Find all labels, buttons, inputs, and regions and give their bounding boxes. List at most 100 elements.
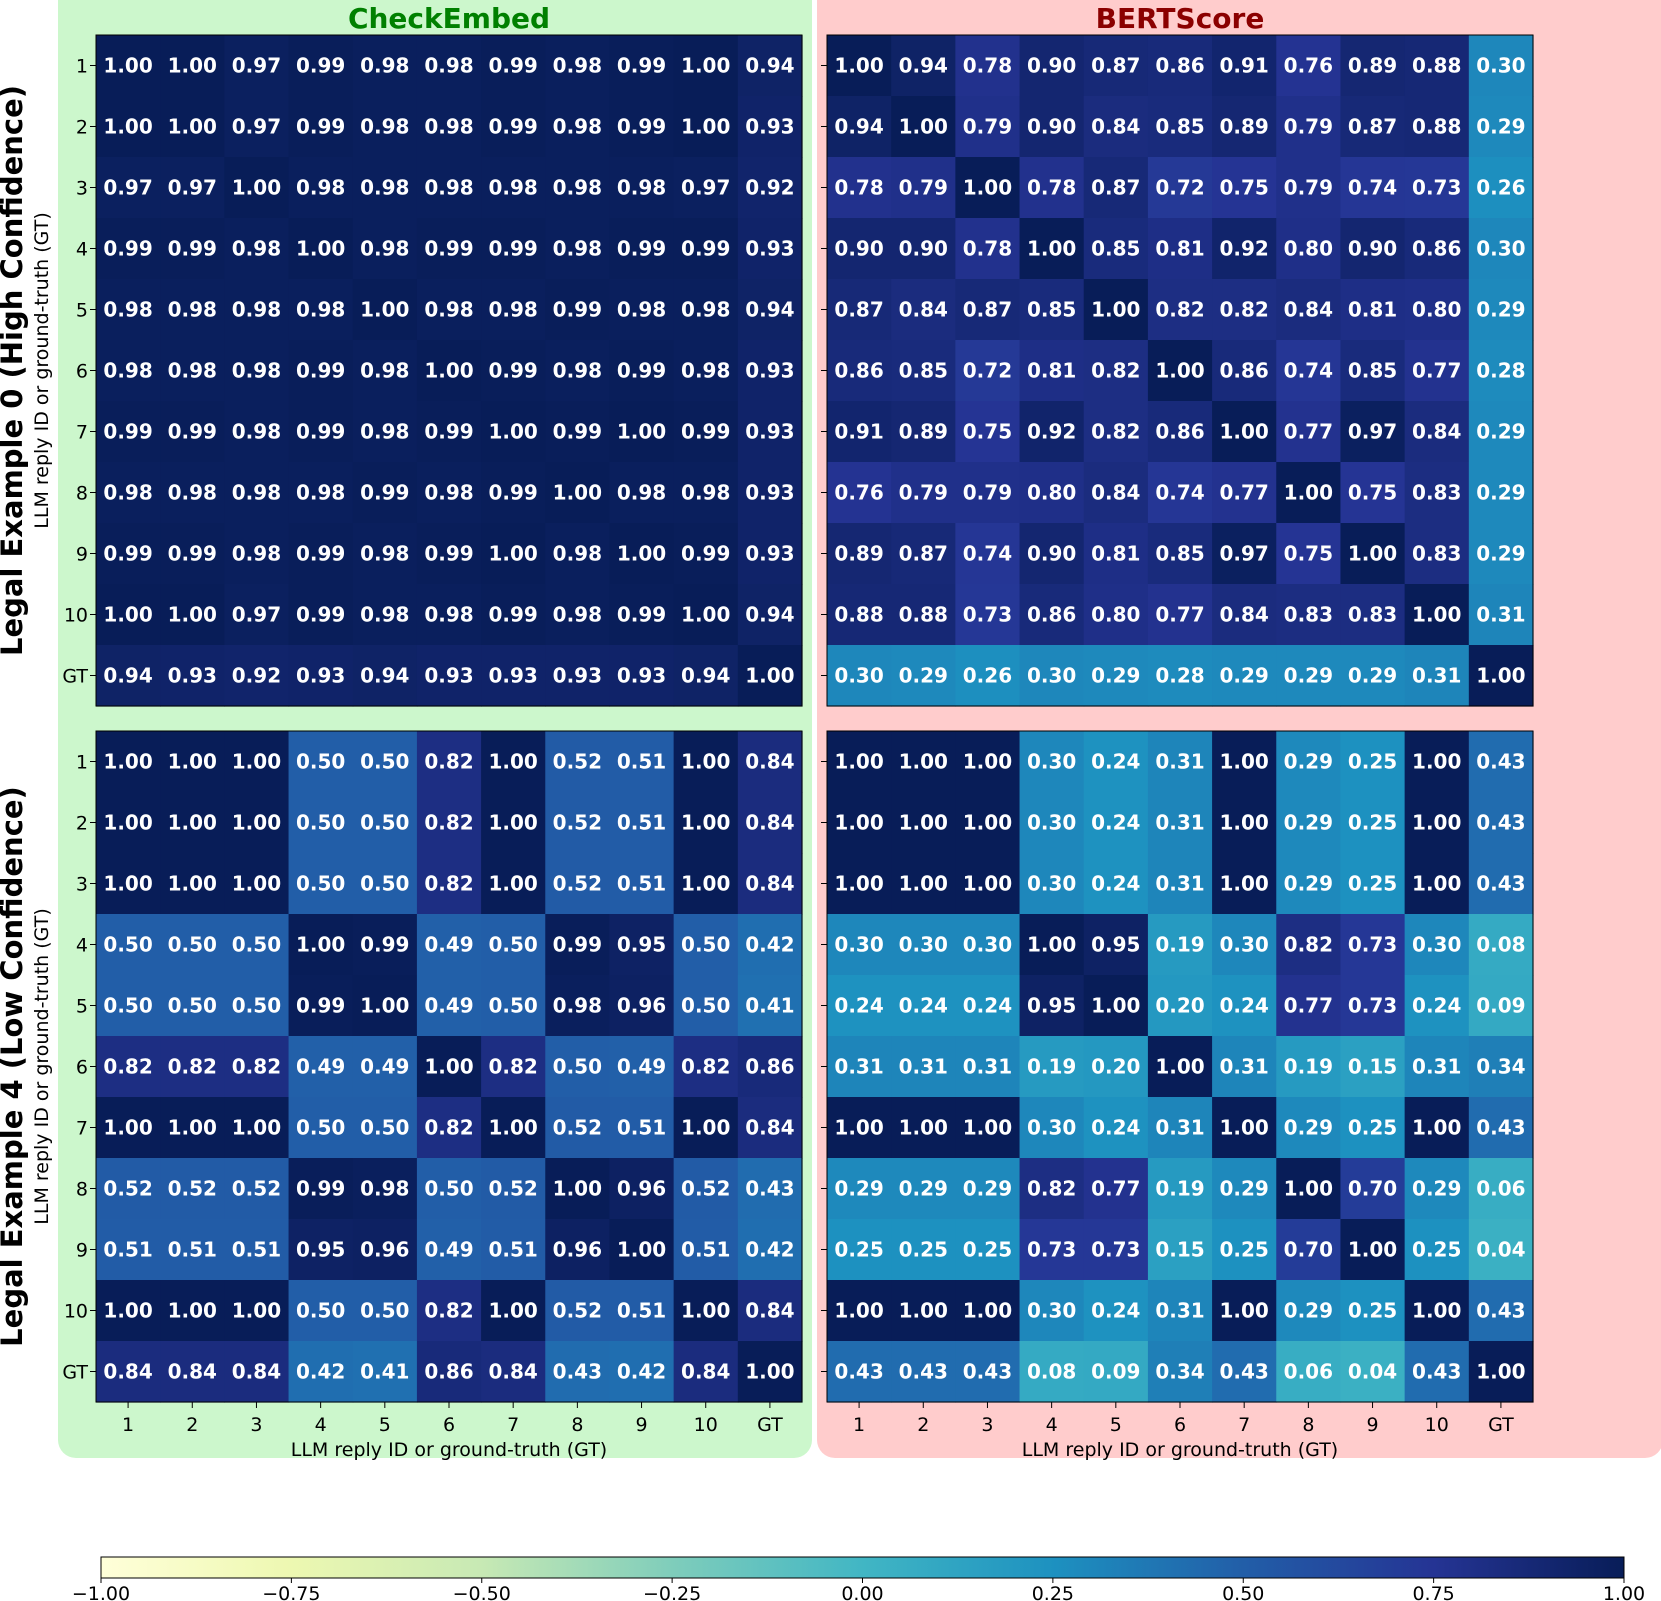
heatmap-cell: [891, 340, 956, 402]
cell-value-label: 1.00: [553, 481, 602, 505]
x-tick-label: 9: [1366, 1414, 1378, 1436]
cell-value-label: 0.29: [1348, 664, 1397, 688]
cell-value-label: 0.73: [1412, 176, 1461, 200]
cell-value-label: 0.98: [360, 359, 409, 383]
heatmap-cell: [1276, 1280, 1342, 1342]
cell-value-label: 1.00: [296, 933, 345, 957]
heatmap-cell: [1340, 584, 1406, 646]
heatmap-cell: [1083, 914, 1149, 976]
cell-value-label: 0.91: [834, 420, 883, 444]
cell-value-label: 1.00: [899, 811, 948, 835]
heatmap-cell: [737, 1341, 803, 1403]
cell-value-label: 0.98: [232, 420, 281, 444]
cell-value-label: 0.24: [963, 994, 1012, 1018]
heatmap-cell: [96, 1219, 161, 1281]
cell-value-label: 0.25: [1348, 750, 1397, 774]
cell-value-label: 0.98: [360, 54, 409, 78]
heatmap-cell: [288, 157, 354, 219]
row-title-1: Legal Example 0 (High Confidence): [0, 85, 29, 656]
cell-value-label: 0.99: [681, 542, 730, 566]
heatmap-cell: [352, 35, 418, 97]
cell-value-label: 0.50: [296, 872, 345, 896]
cell-value-label: 1.00: [963, 750, 1012, 774]
cell-value-label: 1.00: [745, 664, 794, 688]
heatmap-cell: [737, 340, 803, 402]
heatmap-cell: [1212, 157, 1277, 219]
heatmap-cell: [1468, 1219, 1534, 1281]
heatmap-cell: [891, 35, 956, 97]
cell-value-label: 0.51: [681, 1238, 730, 1262]
cell-value-label: 0.50: [168, 994, 217, 1018]
heatmap-cell: [737, 1036, 803, 1098]
cell-value-label: 0.43: [1476, 750, 1525, 774]
cell-value-label: 0.89: [834, 542, 883, 566]
heatmap-cell: [737, 523, 803, 585]
cell-value-label: 0.78: [1027, 176, 1076, 200]
heatmap-cell: [416, 523, 482, 585]
cell-value-label: 0.15: [1155, 1238, 1204, 1262]
y-tick-label: 5: [76, 996, 88, 1018]
heatmap-cell: [673, 401, 739, 463]
heatmap-cell: [1019, 1097, 1085, 1159]
cell-value-label: 0.31: [1412, 664, 1461, 688]
heatmap-cell: [609, 853, 675, 915]
cell-value-label: 0.82: [489, 1055, 538, 1079]
heatmap-cell: [891, 645, 956, 707]
heatmap-cell: [891, 1097, 956, 1159]
cell-value-label: 0.87: [963, 298, 1012, 322]
cell-value-label: 0.93: [553, 664, 602, 688]
heatmap-cell: [891, 279, 956, 341]
cell-value-label: 0.19: [1155, 933, 1204, 957]
heatmap-cell: [481, 340, 546, 402]
cell-value-label: 0.85: [1091, 237, 1140, 261]
heatmap-cell: [1019, 1158, 1085, 1220]
heatmap-cell: [673, 96, 739, 158]
heatmap-cell: [545, 1219, 611, 1281]
cell-value-label: 0.94: [360, 664, 409, 688]
cell-value-label: 0.76: [834, 481, 883, 505]
cell-value-label: 0.30: [1476, 54, 1525, 78]
cell-value-label: 1.00: [745, 1360, 794, 1384]
cell-value-label: 0.99: [489, 603, 538, 627]
cell-value-label: 0.98: [232, 481, 281, 505]
cell-value-label: 0.96: [360, 1238, 409, 1262]
heatmap-cell: [1083, 218, 1149, 280]
heatmap-cell: [1147, 157, 1213, 219]
cell-value-label: 0.98: [553, 54, 602, 78]
cell-value-label: 0.98: [424, 603, 473, 627]
cell-value-label: 1.00: [424, 359, 473, 383]
heatmap-cell: [955, 1158, 1021, 1220]
heatmap-cell: [224, 157, 290, 219]
heatmap-cell: [673, 853, 739, 915]
heatmap-cell: [1276, 462, 1342, 524]
heatmap-cell: [545, 1097, 611, 1159]
y-tick-label: 4: [76, 239, 88, 261]
heatmap-cell: [1404, 1158, 1470, 1220]
heatmap-cell: [352, 157, 418, 219]
heatmap-cell: [1019, 1341, 1085, 1403]
cell-value-label: 0.99: [489, 481, 538, 505]
heatmap-cell: [1083, 853, 1149, 915]
heatmap-cell: [673, 975, 739, 1037]
cell-value-label: 0.77: [1284, 994, 1333, 1018]
cell-value-label: 0.93: [745, 359, 794, 383]
heatmap-cell: [481, 157, 546, 219]
heatmap-cell: [1212, 645, 1277, 707]
cell-value-label: 0.43: [1220, 1360, 1269, 1384]
cell-value-label: 0.98: [168, 481, 217, 505]
x-tick-label: 8: [1302, 1414, 1314, 1436]
heatmap-cell: [1340, 1341, 1406, 1403]
heatmap-cell: [673, 584, 739, 646]
heatmap-cell: [288, 914, 354, 976]
heatmap-cell: [737, 462, 803, 524]
heatmap-cell: [1340, 157, 1406, 219]
cell-value-label: 0.99: [424, 420, 473, 444]
heatmap-cell: [609, 35, 675, 97]
cell-value-label: 0.50: [360, 811, 409, 835]
cell-value-label: 0.51: [232, 1238, 281, 1262]
cell-value-label: 1.00: [1220, 1116, 1269, 1140]
cell-value-label: 0.29: [1412, 1177, 1461, 1201]
heatmap-cell: [481, 1280, 546, 1342]
heatmap-cell: [160, 1280, 225, 1342]
heatmap-cell: [1404, 96, 1470, 158]
